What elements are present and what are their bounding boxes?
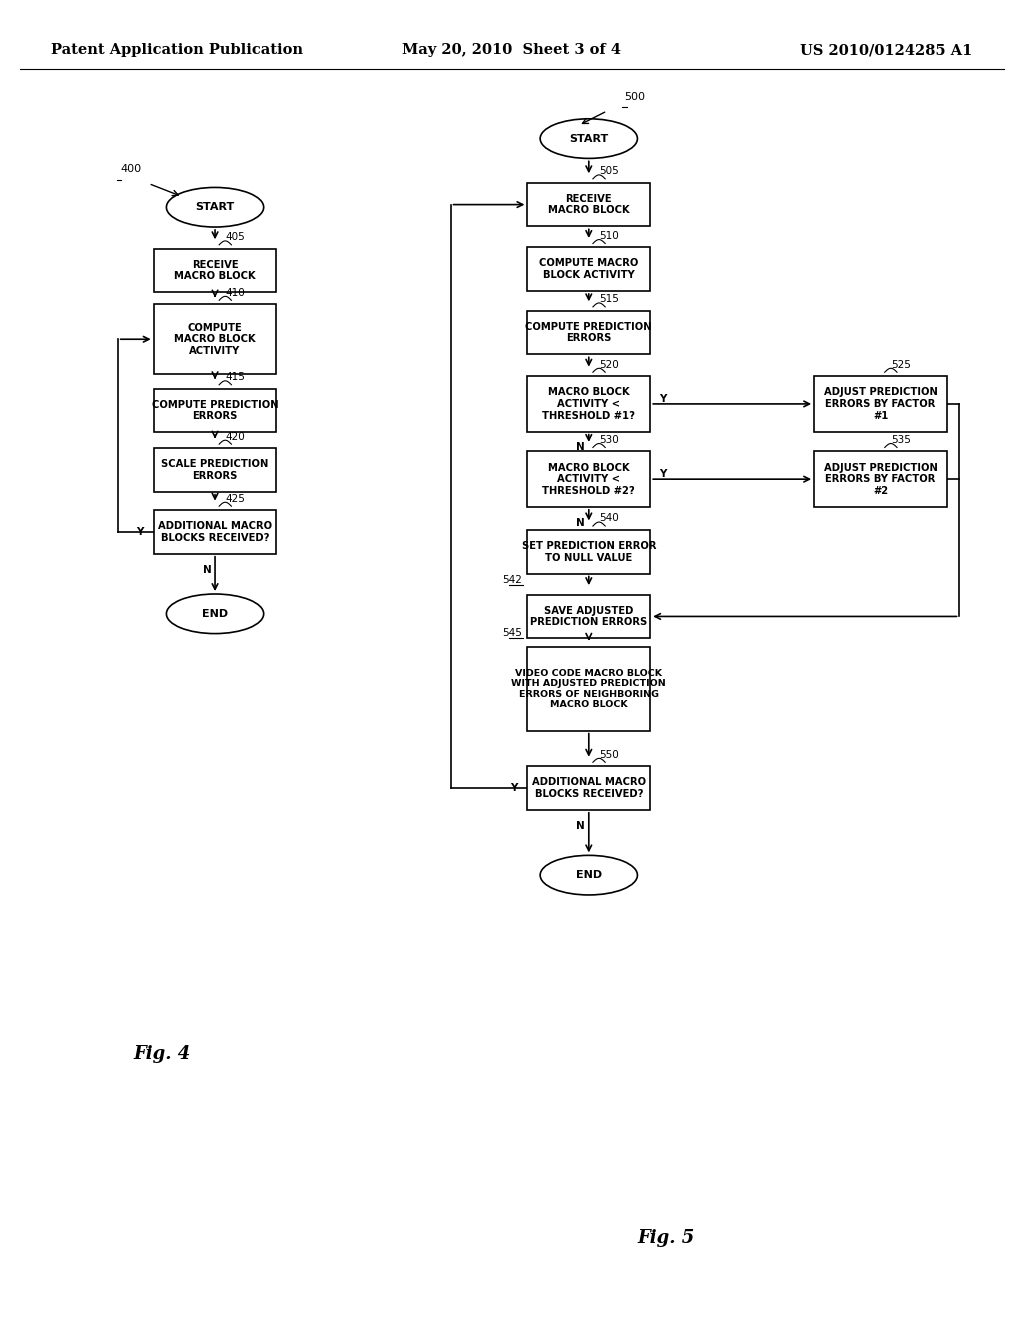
Text: N: N	[204, 565, 212, 574]
Bar	[154, 248, 276, 292]
Text: Fig. 5: Fig. 5	[637, 1229, 694, 1247]
Bar	[154, 447, 276, 491]
Text: COMPUTE
MACRO BLOCK
ACTIVITY: COMPUTE MACRO BLOCK ACTIVITY	[174, 322, 256, 356]
Text: Y: Y	[658, 469, 667, 479]
Bar	[527, 451, 650, 507]
Bar	[527, 529, 650, 573]
Text: START: START	[569, 133, 608, 144]
Text: 540: 540	[599, 513, 618, 524]
Text: 520: 520	[599, 359, 618, 370]
Ellipse shape	[166, 594, 264, 634]
Text: COMPUTE PREDICTION
ERRORS: COMPUTE PREDICTION ERRORS	[525, 322, 652, 343]
Bar	[527, 766, 650, 809]
Text: VIDEO CODE MACRO BLOCK
WITH ADJUSTED PREDICTION
ERRORS OF NEIGHBORING
MACRO BLOC: VIDEO CODE MACRO BLOCK WITH ADJUSTED PRE…	[511, 669, 667, 709]
Text: 530: 530	[599, 434, 618, 445]
Ellipse shape	[541, 119, 637, 158]
Text: 515: 515	[599, 294, 618, 305]
Text: 500: 500	[625, 91, 646, 102]
Bar	[814, 376, 947, 432]
Text: 545: 545	[503, 628, 522, 639]
Text: 542: 542	[503, 576, 522, 586]
Text: 505: 505	[599, 166, 618, 177]
Text: END: END	[575, 870, 602, 880]
Bar	[527, 376, 650, 432]
Text: RECEIVE
MACRO BLOCK: RECEIVE MACRO BLOCK	[174, 260, 256, 281]
Bar	[154, 388, 276, 433]
Bar	[527, 310, 650, 354]
Text: 525: 525	[891, 359, 910, 370]
Text: SAVE ADJUSTED
PREDICTION ERRORS: SAVE ADJUSTED PREDICTION ERRORS	[530, 606, 647, 627]
Text: COMPUTE MACRO
BLOCK ACTIVITY: COMPUTE MACRO BLOCK ACTIVITY	[539, 259, 639, 280]
Text: N: N	[577, 517, 585, 528]
Text: Y: Y	[136, 527, 144, 537]
Text: 415: 415	[225, 372, 245, 383]
Text: COMPUTE PREDICTION
ERRORS: COMPUTE PREDICTION ERRORS	[152, 400, 279, 421]
Text: ADDITIONAL MACRO
BLOCKS RECEIVED?: ADDITIONAL MACRO BLOCKS RECEIVED?	[158, 521, 272, 543]
Text: 550: 550	[599, 750, 618, 759]
Text: 535: 535	[891, 434, 910, 445]
Text: 425: 425	[225, 494, 245, 504]
Text: SCALE PREDICTION
ERRORS: SCALE PREDICTION ERRORS	[162, 459, 268, 480]
Text: ADDITIONAL MACRO
BLOCKS RECEIVED?: ADDITIONAL MACRO BLOCKS RECEIVED?	[531, 777, 646, 799]
Text: Y: Y	[510, 783, 518, 793]
Bar	[527, 594, 650, 638]
Text: May 20, 2010  Sheet 3 of 4: May 20, 2010 Sheet 3 of 4	[402, 44, 622, 57]
Text: US 2010/0124285 A1: US 2010/0124285 A1	[801, 44, 973, 57]
Text: ADJUST PREDICTION
ERRORS BY FACTOR
#2: ADJUST PREDICTION ERRORS BY FACTOR #2	[823, 462, 938, 496]
Bar	[527, 182, 650, 226]
Text: Y: Y	[658, 393, 667, 404]
Text: ADJUST PREDICTION
ERRORS BY FACTOR
#1: ADJUST PREDICTION ERRORS BY FACTOR #1	[823, 387, 938, 421]
Bar	[154, 304, 276, 375]
Text: Fig. 4: Fig. 4	[133, 1044, 190, 1063]
Bar	[527, 647, 650, 731]
Bar	[527, 248, 650, 290]
Text: 410: 410	[225, 288, 245, 298]
Text: START: START	[196, 202, 234, 213]
Text: MACRO BLOCK
ACTIVITY <
THRESHOLD #1?: MACRO BLOCK ACTIVITY < THRESHOLD #1?	[543, 387, 635, 421]
Text: 405: 405	[225, 232, 245, 243]
Bar	[154, 510, 276, 554]
Text: END: END	[202, 609, 228, 619]
Text: N: N	[577, 821, 585, 830]
Text: Patent Application Publication: Patent Application Publication	[51, 44, 303, 57]
Text: 400: 400	[121, 164, 142, 174]
Text: RECEIVE
MACRO BLOCK: RECEIVE MACRO BLOCK	[548, 194, 630, 215]
Text: 510: 510	[599, 231, 618, 242]
Bar	[814, 451, 947, 507]
Text: 420: 420	[225, 432, 245, 441]
Ellipse shape	[166, 187, 264, 227]
Text: SET PREDICTION ERROR
TO NULL VALUE: SET PREDICTION ERROR TO NULL VALUE	[521, 541, 656, 562]
Text: MACRO BLOCK
ACTIVITY <
THRESHOLD #2?: MACRO BLOCK ACTIVITY < THRESHOLD #2?	[543, 462, 635, 496]
Ellipse shape	[541, 855, 637, 895]
Text: N: N	[577, 442, 585, 453]
